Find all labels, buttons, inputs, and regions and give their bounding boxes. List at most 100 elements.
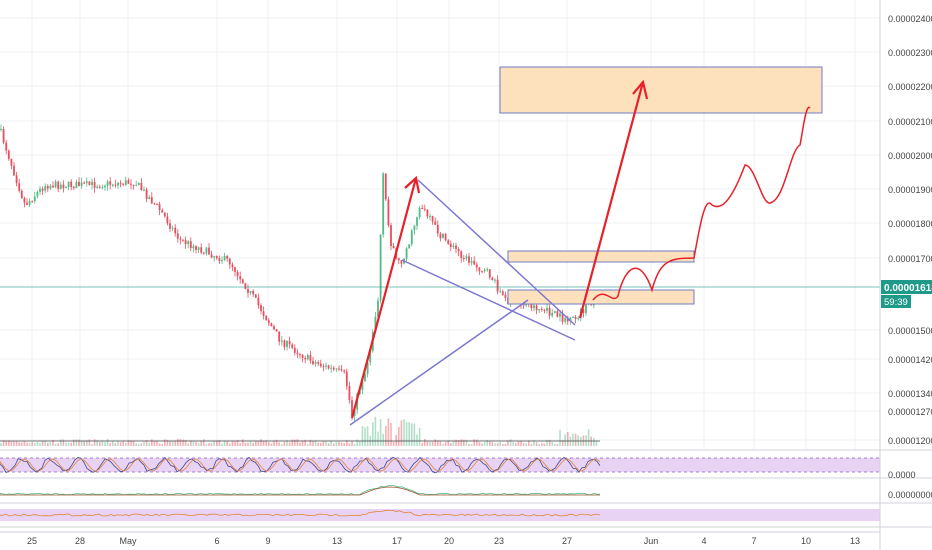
volume-bar <box>411 423 413 446</box>
candle-body <box>260 305 262 312</box>
candle-body <box>444 233 447 241</box>
volume-bar <box>18 442 20 446</box>
volume-bar <box>335 442 338 446</box>
candle-body <box>7 150 10 159</box>
candle-body <box>278 331 281 342</box>
volume-bar <box>551 442 553 446</box>
volume-bar <box>372 422 374 446</box>
time-tick-label: 17 <box>392 536 402 546</box>
volume-bar <box>75 439 78 446</box>
volume-bar <box>127 440 130 446</box>
arrow-up-right[interactable] <box>578 79 649 319</box>
target-zone-lower[interactable] <box>507 289 695 305</box>
volume-bar <box>47 442 49 446</box>
candle-body <box>117 182 119 186</box>
candle-body <box>137 182 140 186</box>
candle-body <box>78 181 80 187</box>
volume-bar <box>359 441 361 446</box>
volume-bar <box>379 419 382 446</box>
volume-bar <box>41 440 44 446</box>
volume-bar <box>145 440 148 446</box>
candle-body <box>449 243 452 247</box>
candle-body <box>473 260 476 265</box>
volume-bar <box>158 443 161 446</box>
candle-body <box>171 227 174 229</box>
candle-body <box>577 318 580 320</box>
volume-bar <box>286 440 288 446</box>
volume-bar <box>351 441 353 446</box>
candle-body <box>330 367 333 369</box>
volume-bar <box>122 441 124 446</box>
drawings-layer[interactable] <box>349 66 823 426</box>
candle-body <box>197 247 200 251</box>
volume-bar <box>348 443 351 446</box>
volume-bar <box>418 427 421 446</box>
candle-body <box>28 200 31 205</box>
candle-body <box>405 248 408 259</box>
candle-body <box>322 366 325 368</box>
volume-bar <box>273 440 275 446</box>
candle-body <box>348 386 351 401</box>
candle-body <box>530 304 533 309</box>
candle-body <box>226 255 229 259</box>
volume-bar <box>270 443 273 446</box>
candle-body <box>569 317 572 322</box>
triangle-lower-line[interactable] <box>401 259 576 341</box>
volume-bar <box>234 441 236 446</box>
candle-body <box>189 241 192 249</box>
candle-body <box>499 291 502 293</box>
candle-body <box>275 329 278 332</box>
volume-bar <box>483 442 486 446</box>
candle-body <box>494 279 496 281</box>
time-tick-label: 13 <box>332 536 342 546</box>
candle-body <box>249 290 252 293</box>
candle-body <box>306 354 309 360</box>
candle-body <box>299 354 301 356</box>
target-zone-upper[interactable] <box>499 66 823 114</box>
price-tick-label: 0.00002100 <box>888 117 932 127</box>
volume-bar <box>130 440 132 446</box>
volume-bar <box>65 442 67 446</box>
price-tick-label: 0.00002000 <box>888 151 932 161</box>
candle-body <box>353 409 356 416</box>
projection-path[interactable] <box>592 106 811 301</box>
volume-bar <box>491 441 494 446</box>
volume-bar <box>239 443 241 446</box>
candle-body <box>265 315 268 321</box>
macd-indicator <box>0 484 601 496</box>
triangle-base-line[interactable] <box>349 299 529 426</box>
volume-bar <box>473 439 475 446</box>
candle-body <box>351 400 353 416</box>
candle-body <box>20 190 23 199</box>
time-tick-label: 27 <box>562 536 572 546</box>
volume-bar <box>28 443 31 446</box>
time-tick-label: 10 <box>801 536 811 546</box>
volume-bar <box>164 439 166 446</box>
volume-bar <box>413 423 416 446</box>
volume-bar <box>99 441 101 446</box>
candle-body <box>83 182 86 184</box>
volume-bar <box>109 443 111 446</box>
candle-body <box>202 252 205 254</box>
current-price-badge: 0.00001618 59:39 <box>881 280 932 308</box>
volume-bar <box>486 439 488 446</box>
volume-bar <box>117 441 119 446</box>
current-price-label: 0.00001618 <box>884 283 932 294</box>
candle-body <box>585 303 587 314</box>
volume-bar <box>96 440 98 446</box>
candle-body <box>145 189 148 199</box>
volume-bar <box>223 441 226 446</box>
triangle-upper-line[interactable] <box>417 179 576 326</box>
price-axis[interactable]: 0.00002400 0.00002300 0.00002200 0.00002100… <box>888 14 932 446</box>
target-zone-middle[interactable] <box>507 250 695 263</box>
volume-bar <box>278 442 280 446</box>
arrow-up-left[interactable] <box>350 175 421 419</box>
volume-bar <box>382 433 384 446</box>
volume-bar <box>322 441 325 446</box>
candle-body <box>478 267 481 272</box>
candle-body <box>106 181 109 186</box>
volume-bar <box>257 441 260 446</box>
time-axis[interactable]: 25 28 May 6 9 13 17 20 23 27 Jun 4 7 10 13 <box>27 536 860 546</box>
candle-body <box>91 181 93 185</box>
